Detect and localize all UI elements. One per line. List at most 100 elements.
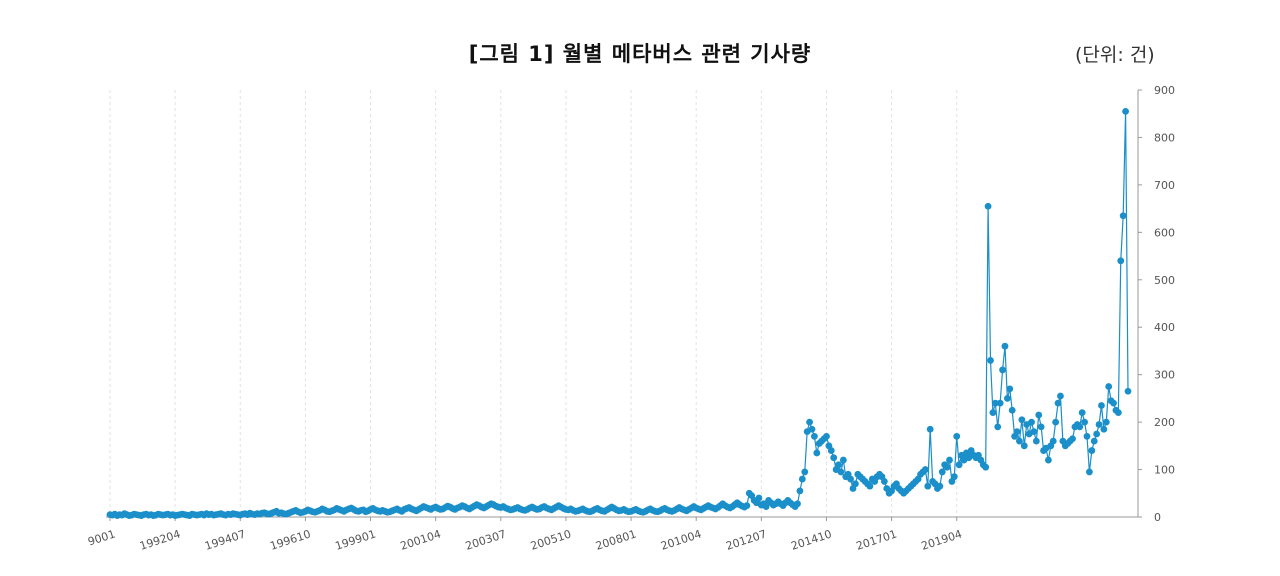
data-point <box>1088 447 1096 454</box>
x-tick-label: 200801 <box>594 527 638 552</box>
series-points <box>106 107 1132 519</box>
data-point <box>835 461 842 469</box>
data-point <box>1013 428 1021 435</box>
data-point <box>1117 257 1125 265</box>
data-point <box>827 447 835 454</box>
data-point <box>1095 421 1103 428</box>
data-point <box>1086 468 1093 476</box>
unit-label: (단위: 건) <box>1075 44 1155 66</box>
data-point <box>943 463 951 471</box>
x-tick-label: 200307 <box>464 527 508 552</box>
y-tick-label: 900 <box>1154 84 1175 97</box>
y-tick-label: 800 <box>1154 131 1175 144</box>
data-point <box>926 425 934 433</box>
x-tick-label: 200104 <box>399 527 443 552</box>
x-tick-label: 199610 <box>268 527 312 552</box>
data-point <box>1124 387 1132 395</box>
data-point <box>794 500 801 508</box>
x-tick-label: 201701 <box>855 527 899 552</box>
data-point <box>989 409 997 417</box>
data-point <box>1001 342 1009 350</box>
data-point <box>811 432 818 440</box>
data-point <box>1100 425 1108 433</box>
data-point <box>1083 432 1091 440</box>
data-point <box>1003 394 1011 402</box>
data-point <box>1110 399 1117 407</box>
data-point <box>796 487 804 495</box>
data-point <box>987 357 994 364</box>
x-tick-label: 9001 <box>86 527 117 548</box>
y-tick-label: 200 <box>1154 416 1175 429</box>
y-tick-label: 500 <box>1154 274 1175 287</box>
data-point <box>839 456 847 464</box>
data-point <box>1037 423 1045 431</box>
x-tick-label: 199901 <box>333 527 377 552</box>
data-point <box>1035 411 1043 419</box>
data-point <box>1020 442 1028 450</box>
data-point <box>1008 406 1016 414</box>
data-point <box>880 478 888 485</box>
data-point <box>762 503 770 510</box>
x-tick-label: 201410 <box>789 527 833 552</box>
chart-title: [그림 1] 월별 메타버스 관련 기사량 <box>468 42 812 66</box>
data-point <box>866 482 874 490</box>
data-point <box>984 202 992 210</box>
data-point <box>743 502 751 510</box>
x-tick-label: 201904 <box>920 527 964 552</box>
data-point <box>1076 423 1084 431</box>
data-point <box>1102 418 1110 426</box>
data-point <box>837 468 845 476</box>
y-axis: 0 100 200 300 400 500 600 700 800 900 <box>1137 84 1175 524</box>
data-point <box>1052 418 1060 426</box>
y-tick-label: 100 <box>1154 464 1175 477</box>
data-point <box>1105 383 1113 390</box>
data-point <box>938 468 946 476</box>
data-point <box>994 423 1002 431</box>
x-tick-label: 201004 <box>659 527 703 552</box>
data-point <box>946 456 953 464</box>
data-point <box>996 399 1004 407</box>
data-point <box>1119 212 1127 220</box>
data-point <box>1006 385 1014 393</box>
data-point <box>999 366 1006 374</box>
data-point <box>1069 435 1076 443</box>
data-point <box>953 432 961 440</box>
data-point <box>847 475 854 483</box>
data-point <box>1081 418 1088 426</box>
data-point <box>1090 437 1098 445</box>
data-point <box>1114 409 1122 417</box>
x-tick-label: 199204 <box>138 527 182 552</box>
data-point <box>808 425 816 433</box>
data-point <box>991 399 999 407</box>
data-point <box>955 461 963 469</box>
data-point <box>921 466 929 473</box>
data-point <box>1057 392 1064 400</box>
data-point <box>1049 437 1057 445</box>
x-tick-label: 199407 <box>203 527 247 552</box>
data-point <box>813 449 821 457</box>
x-axis: 9001 199204 199407 199610 199901 200104 200307… <box>86 516 1138 553</box>
data-point <box>852 480 859 488</box>
x-tick-label: 200510 <box>529 527 573 552</box>
data-point <box>1030 428 1038 435</box>
data-point <box>798 475 806 483</box>
data-point <box>1093 430 1101 438</box>
y-tick-label: 600 <box>1154 226 1175 239</box>
data-point <box>823 432 830 440</box>
data-point <box>1028 418 1035 426</box>
x-tick-label: 201207 <box>724 527 768 552</box>
data-point <box>950 473 958 481</box>
y-tick-label: 0 <box>1154 511 1161 524</box>
data-point <box>924 482 932 490</box>
y-tick-label: 300 <box>1154 369 1175 382</box>
data-point <box>1032 437 1040 445</box>
data-point <box>830 454 838 462</box>
data-point <box>1054 399 1062 407</box>
data-point <box>1044 456 1052 464</box>
data-point <box>936 482 944 490</box>
data-point <box>1016 437 1023 445</box>
data-point <box>982 463 990 471</box>
data-point <box>755 494 763 502</box>
y-tick-label: 700 <box>1154 179 1175 192</box>
data-point <box>1098 402 1105 409</box>
